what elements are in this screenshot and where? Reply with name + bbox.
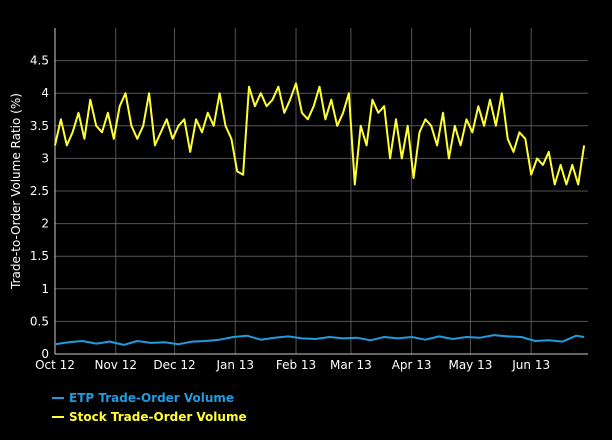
legend-item-stock[interactable]: Stock Trade-Order Volume — [52, 407, 247, 426]
x-tick-label: Mar 13 — [330, 358, 372, 372]
x-tick-label: Nov 12 — [94, 358, 137, 372]
y-tick-label: 1 — [41, 282, 49, 296]
x-tick-label: Feb 13 — [276, 358, 316, 372]
series-line-stock — [54, 82, 586, 186]
y-tick-label: 0.5 — [30, 314, 49, 328]
y-tick-label: 3 — [41, 151, 49, 165]
x-tick-label: May 13 — [448, 358, 492, 372]
x-tick-label: Jun 13 — [511, 358, 550, 372]
series-line-etp — [54, 334, 585, 346]
axes — [54, 28, 588, 355]
grid — [55, 28, 588, 354]
y-tick-label: 4 — [41, 86, 49, 100]
y-tick-label: 4.5 — [30, 54, 49, 68]
legend: ETP Trade-Order Volume Stock Trade-Order… — [52, 388, 247, 426]
tick-labels: 0 0.5 1 1.5 2 2.5 3 3.5 4 4.5 Oct 12 Nov 12 Dec 12 Ja… — [30, 54, 550, 372]
y-tick-label: 2 — [41, 217, 49, 231]
y-tick-label: 1.5 — [30, 249, 49, 263]
y-axis-title: Trade-to-Order Volume Ratio (%) — [9, 93, 23, 290]
legend-swatch-etp — [52, 396, 64, 399]
x-tick-label: Jan 13 — [215, 358, 254, 372]
y-tick-label: 0 — [41, 347, 49, 361]
series-lines — [54, 82, 586, 346]
legend-item-etp[interactable]: ETP Trade-Order Volume — [52, 388, 247, 407]
legend-label-stock: Stock Trade-Order Volume — [69, 409, 247, 424]
legend-swatch-stock — [52, 415, 64, 418]
y-tick-label: 2.5 — [30, 184, 49, 198]
y-tick-label: 3.5 — [30, 119, 49, 133]
x-tick-label: Oct 12 — [35, 358, 75, 372]
x-tick-label: Dec 12 — [153, 358, 195, 372]
legend-label-etp: ETP Trade-Order Volume — [69, 390, 235, 405]
x-tick-label: Apr 13 — [392, 358, 432, 372]
